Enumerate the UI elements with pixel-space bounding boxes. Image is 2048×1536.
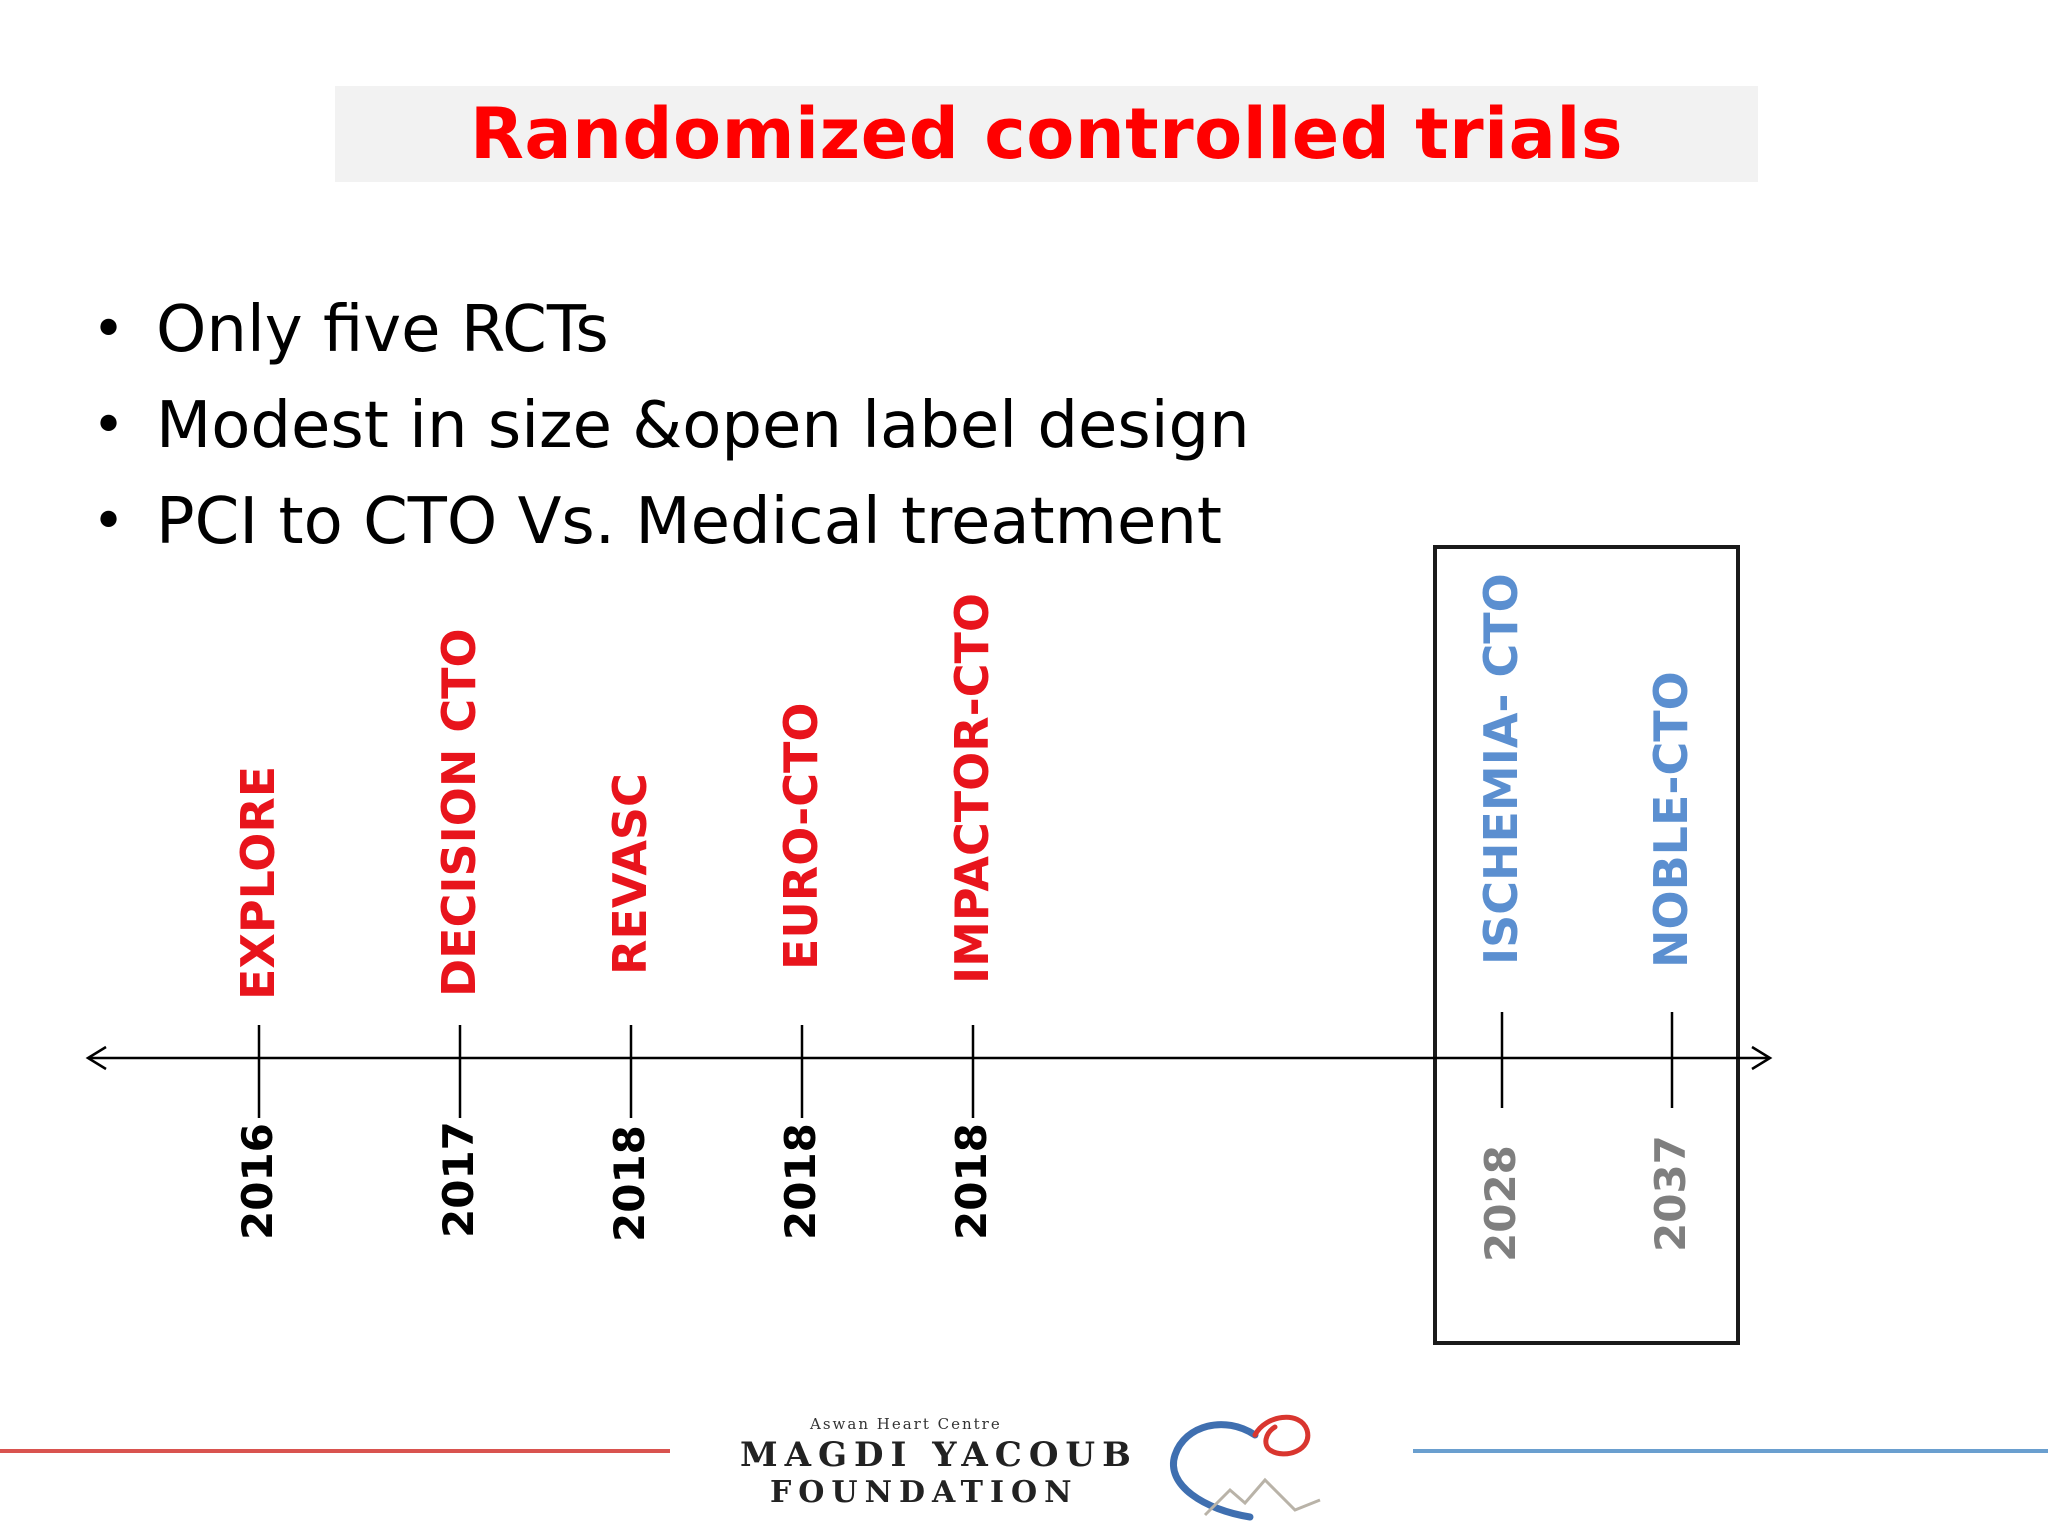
trial-year: 2016 xyxy=(233,1123,282,1240)
logo-small-text: Aswan Heart Centre xyxy=(810,1415,1002,1433)
trial-year: 2018 xyxy=(947,1123,996,1240)
bullet-item: • PCI to CTO Vs. Medical treatment xyxy=(90,474,1250,570)
slide-title: Randomized controlled trials xyxy=(469,93,1624,175)
trial-year: 2018 xyxy=(776,1123,825,1240)
future-trials-box xyxy=(1433,545,1740,1345)
bullet-list: • Only five RCTs • Modest in size &open … xyxy=(90,282,1250,570)
foundation-logo: Aswan Heart Centre MAGDI YACOUB FOUNDATI… xyxy=(740,1405,1360,1530)
trial-name: REVASC xyxy=(603,773,657,975)
trial-year: 2037 xyxy=(1646,1135,1695,1252)
trial-year: 2028 xyxy=(1476,1145,1525,1262)
bullet-text: Only five RCTs xyxy=(156,293,609,367)
bullet-text: Modest in size &open label design xyxy=(156,389,1250,463)
bullet-text: PCI to CTO Vs. Medical treatment xyxy=(156,485,1222,559)
bullet-item: • Modest in size &open label design xyxy=(90,378,1250,474)
trial-name: ISCHEMIA- CTO xyxy=(1474,573,1528,965)
arrow-right-icon xyxy=(1751,1045,1773,1071)
bullet-dot-icon: • xyxy=(92,489,126,554)
bullet-dot-icon: • xyxy=(92,393,126,458)
footer-line-right xyxy=(1413,1449,2048,1453)
bullet-dot-icon: • xyxy=(92,297,126,362)
trial-year: 2018 xyxy=(605,1125,654,1242)
trial-name: DECISION CTO xyxy=(432,628,486,997)
trial-name: EURO-CTO xyxy=(774,702,828,971)
footer-line-left xyxy=(0,1449,670,1453)
logo-main-text: MAGDI YACOUB xyxy=(740,1435,1138,1475)
logo-sub-text: FOUNDATION xyxy=(770,1475,1079,1510)
trial-year: 2017 xyxy=(434,1121,483,1238)
title-bar: Randomized controlled trials xyxy=(335,86,1758,182)
trial-name: EXPLORE xyxy=(231,765,285,1000)
bullet-item: • Only five RCTs xyxy=(90,282,1250,378)
trial-name: IMPACTOR-CTO xyxy=(945,593,999,984)
arrow-left-icon xyxy=(85,1045,107,1071)
trial-name: NOBLE-CTO xyxy=(1644,671,1698,968)
heart-logo-icon xyxy=(1170,1414,1321,1521)
